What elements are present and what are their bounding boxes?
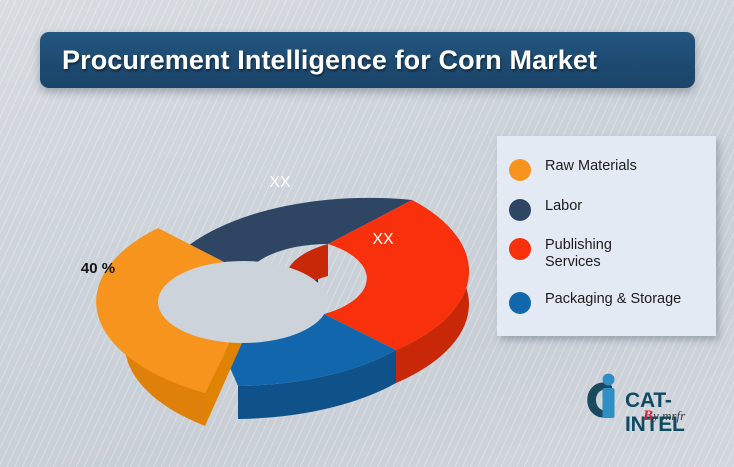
slice-publishing-top bbox=[324, 200, 469, 350]
slice-label-publishing: XX bbox=[372, 231, 394, 248]
donut-hole bbox=[158, 261, 328, 343]
slice-publishing-services[interactable]: XX bbox=[285, 200, 469, 383]
legend-dot-icon bbox=[509, 199, 531, 221]
slice-raw-front-face bbox=[205, 318, 242, 426]
legend-item-labor[interactable]: Labor bbox=[509, 198, 582, 221]
cat-intel-logo[interactable]: CAT-INTEL By mrfr bbox=[581, 370, 726, 436]
legend-panel: Raw Materials Labor Publishing Services … bbox=[497, 136, 716, 336]
slice-label-labor: XX bbox=[269, 174, 291, 191]
legend-dot-icon bbox=[509, 292, 531, 314]
slice-packaging-outer-wall bbox=[238, 350, 396, 419]
donut-chart: XX XX XX bbox=[8, 132, 478, 437]
legend-label-labor: Labor bbox=[545, 198, 583, 214]
donut-chart-svg: XX XX XX bbox=[81, 174, 469, 426]
logo-byline: By mrfr bbox=[643, 408, 685, 425]
logo-byline-b: B bbox=[643, 408, 654, 424]
legend-dot-icon bbox=[509, 159, 531, 181]
legend-label-packaging-storage: Packaging & Storage bbox=[545, 291, 682, 307]
slice-raw-outer-wall-c bbox=[124, 288, 205, 426]
legend-item-raw-materials[interactable]: Raw Materials bbox=[509, 158, 637, 181]
legend-item-packaging-storage[interactable]: Packaging & Storage bbox=[509, 291, 681, 314]
legend-dot-icon bbox=[509, 238, 531, 260]
legend-label-publishing-services: Publishing Services bbox=[545, 237, 612, 270]
legend-item-publishing-services[interactable]: Publishing Services bbox=[509, 237, 612, 271]
slice-label-raw-materials: 40 % bbox=[81, 260, 115, 277]
page-title: Procurement Intelligence for Corn Market bbox=[62, 44, 598, 75]
logo-byline-rest: y mrfr bbox=[653, 408, 686, 423]
logo-wordmark: CAT-INTEL bbox=[625, 389, 685, 436]
legend-label-raw-materials: Raw Materials bbox=[545, 158, 637, 174]
title-bar: Procurement Intelligence for Corn Market bbox=[40, 32, 695, 88]
cat-intel-c-i-mark-icon bbox=[587, 373, 615, 418]
